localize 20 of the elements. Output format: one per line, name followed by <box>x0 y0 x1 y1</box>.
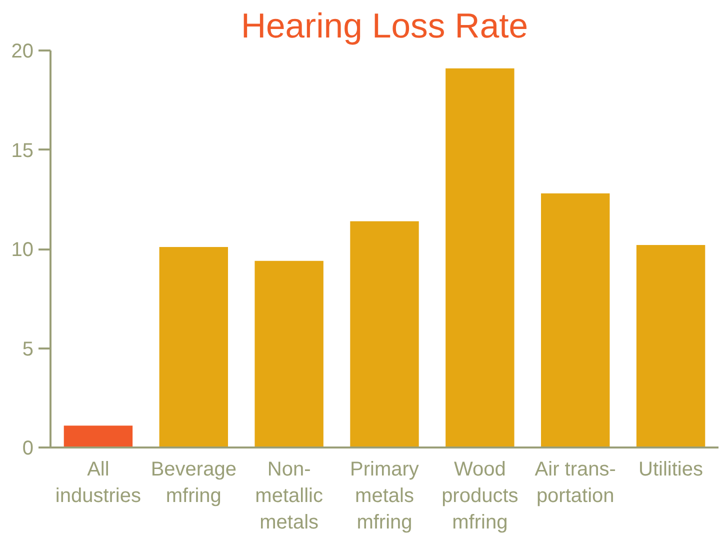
x-tick-label: Beverage mfring <box>150 458 236 507</box>
x-tick-label: Air trans- portation <box>534 458 616 507</box>
bar <box>254 260 324 448</box>
bar <box>159 247 228 448</box>
x-tick-label: Non- metallic metals <box>255 458 323 534</box>
bar <box>636 245 706 448</box>
y-tick-label: 15 <box>11 140 34 162</box>
y-tick-label: 0 <box>22 438 34 460</box>
chart-title: Hearing Loss Rate <box>240 8 528 46</box>
y-tick-label: 5 <box>22 338 34 360</box>
y-tick-label: 20 <box>11 40 34 62</box>
bar <box>350 221 419 448</box>
x-tick-label: Wood products mfring <box>442 458 518 534</box>
x-tick-label: Primary metals mfring <box>350 458 419 534</box>
bar <box>64 426 133 448</box>
bar <box>446 68 514 448</box>
y-tick-label: 10 <box>11 239 34 261</box>
bar <box>541 193 610 448</box>
x-tick-label: All industries <box>55 458 142 507</box>
x-tick-label: Utilities <box>638 458 704 480</box>
